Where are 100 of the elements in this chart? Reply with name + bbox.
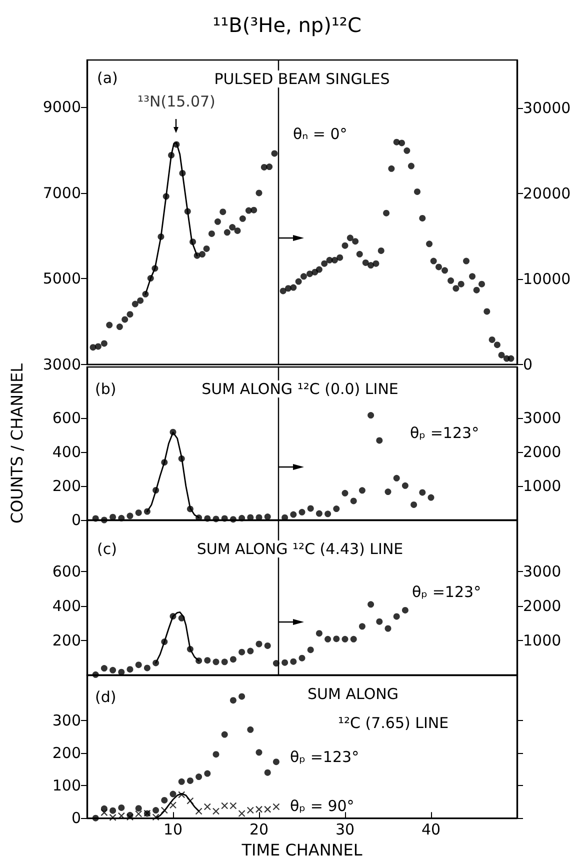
point — [196, 774, 202, 780]
point — [212, 808, 220, 815]
annotation: ¹³N(15.07) — [137, 92, 216, 110]
point — [393, 613, 400, 620]
point — [92, 814, 99, 822]
point — [298, 654, 306, 662]
point — [178, 778, 185, 785]
point — [118, 668, 125, 676]
point — [342, 636, 348, 642]
point — [212, 751, 220, 758]
annotation: (a) — [97, 69, 118, 87]
point — [362, 259, 369, 266]
y2-tick-label: 3000 — [523, 409, 562, 427]
point — [333, 636, 340, 642]
point — [126, 666, 134, 673]
point — [238, 810, 246, 818]
point — [358, 487, 366, 494]
point — [100, 665, 108, 672]
annotation: (c) — [97, 540, 117, 558]
point — [414, 188, 420, 195]
point — [352, 238, 359, 245]
y-tick-label: 200 — [52, 632, 81, 650]
y2-tick-label: 10000 — [523, 270, 571, 288]
point — [170, 790, 176, 798]
point — [282, 659, 288, 666]
point — [419, 489, 426, 496]
annotation: (b) — [95, 380, 116, 398]
point — [256, 190, 262, 196]
y-tick-label: 0 — [71, 809, 81, 828]
point — [152, 814, 160, 821]
point — [307, 646, 314, 654]
y-tick-label: 7000 — [42, 184, 81, 202]
point — [321, 260, 328, 267]
text: PULSED BEAM SINGLES — [214, 70, 390, 88]
point — [118, 812, 125, 820]
point — [498, 352, 505, 358]
point — [264, 514, 271, 520]
point — [368, 262, 374, 269]
x-tick-label: 30 — [335, 820, 355, 839]
point — [161, 796, 168, 804]
point — [122, 316, 128, 323]
y-tick-label: 600 — [52, 562, 81, 581]
point — [116, 324, 123, 330]
point — [221, 658, 228, 666]
point — [230, 802, 237, 810]
point — [336, 254, 344, 261]
point — [118, 804, 125, 811]
point — [272, 803, 280, 810]
annotation: θₙ = 0° — [293, 125, 348, 143]
point — [100, 340, 108, 347]
point — [306, 270, 313, 278]
point — [484, 308, 490, 315]
point — [398, 140, 406, 146]
x-tick-label: 40 — [421, 820, 441, 839]
y-tick-label: 400 — [52, 443, 81, 461]
point — [204, 770, 211, 777]
point — [346, 234, 354, 242]
y-tick-label: 300 — [52, 712, 81, 730]
point — [419, 214, 426, 222]
y-axis-title: COUNTS / CHANNEL — [8, 363, 26, 524]
y2-tick-label: 1000 — [523, 632, 562, 650]
point — [238, 693, 246, 700]
y-tick-label: 5000 — [42, 270, 81, 288]
point — [204, 657, 211, 664]
point — [372, 260, 380, 267]
y-tick-label: 100 — [52, 776, 81, 795]
point — [230, 656, 236, 663]
point — [247, 726, 254, 733]
point — [368, 601, 374, 608]
point — [106, 322, 113, 328]
point — [230, 697, 236, 704]
point — [214, 218, 221, 225]
annotation: θₚ =123° — [410, 424, 480, 442]
point — [290, 284, 297, 291]
point — [388, 165, 395, 172]
point — [280, 288, 286, 294]
point — [186, 777, 194, 784]
point — [110, 514, 116, 520]
point — [169, 802, 177, 809]
point — [204, 803, 211, 810]
point — [342, 242, 348, 249]
point — [221, 802, 228, 810]
point — [126, 311, 134, 318]
point — [178, 791, 186, 798]
point — [402, 606, 408, 614]
point — [239, 215, 246, 222]
point — [256, 640, 262, 648]
point — [229, 224, 236, 231]
point — [383, 210, 390, 216]
point — [208, 230, 215, 237]
point — [255, 806, 263, 813]
point — [203, 245, 210, 252]
point — [126, 512, 134, 520]
point — [110, 807, 116, 814]
point — [110, 666, 116, 674]
point — [212, 658, 220, 666]
point — [224, 229, 230, 236]
point — [246, 806, 254, 814]
point — [378, 247, 384, 254]
point — [350, 498, 357, 504]
